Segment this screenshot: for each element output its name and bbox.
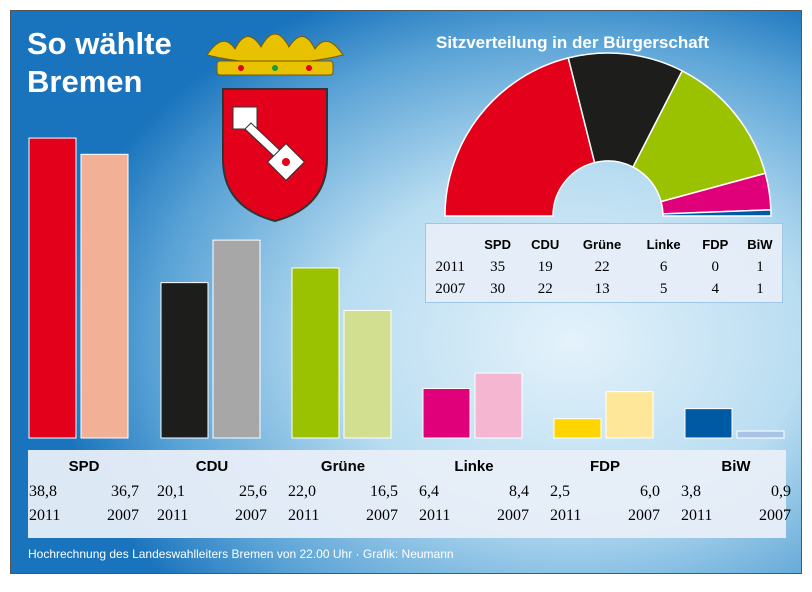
bar-BiW-2007: [736, 430, 785, 439]
bar-Linke-2011: [422, 388, 471, 439]
party-label: FDP: [590, 458, 620, 475]
bar-FDP-2011: [553, 418, 602, 439]
party-label: Grüne: [320, 458, 366, 475]
main-title: So wählte Bremen: [27, 25, 172, 101]
col-header: Grüne: [582, 236, 622, 252]
year-label: 2011: [419, 507, 451, 524]
seat-segment-Grüne: [632, 69, 767, 203]
seat-cell: 0: [711, 258, 720, 275]
year-label: 2007: [497, 507, 529, 524]
seat-cell: 5: [659, 280, 668, 297]
value-row: 2,5 6,0: [550, 480, 660, 504]
value-row: 6,4 8,4: [419, 480, 529, 504]
value-label-2011: 20,1: [157, 483, 185, 500]
year-label: 2011: [29, 507, 61, 524]
year-label: 2007: [235, 507, 267, 524]
seat-segment-CDU: [567, 52, 684, 169]
seat-row-2007: 2007 30 22 13 5 4 1: [426, 278, 782, 300]
infographic: So wählte Bremen Sitzverteilung in der B…: [10, 10, 802, 574]
bar-SPD-2007: [80, 153, 129, 439]
year-label: 2011: [288, 507, 320, 524]
party-group-SPD: SPD 38,8 36,7 2011 2007: [29, 450, 139, 528]
col-header: FDP: [702, 236, 729, 252]
value-label-2007: 8,4: [509, 483, 529, 500]
bar-FDP-2007: [605, 391, 654, 439]
party-group-CDU: CDU 20,1 25,6 2011 2007: [157, 450, 267, 528]
value-row: 22,0 16,5: [288, 480, 398, 504]
value-label-2007: 25,6: [239, 483, 267, 500]
year-row: 2011 2007: [550, 504, 660, 528]
value-row: 20,1 25,6: [157, 480, 267, 504]
bar-Linke-2007: [474, 372, 523, 439]
value-label-2011: 3,8: [681, 483, 701, 500]
value-label-2011: 2,5: [550, 483, 570, 500]
party-group-Grüne: Grüne 22,0 16,5 2011 2007: [288, 450, 398, 528]
value-label-2007: 16,5: [370, 483, 398, 500]
seat-cell: 13: [594, 280, 610, 297]
year-label: 2007: [759, 507, 791, 524]
results-panel: SPD 38,8 36,7 2011 2007 CDU 20,1 25,6 2011 2007 Gr…: [28, 450, 791, 538]
col-header: SPD: [484, 236, 511, 252]
party-label: CDU: [195, 458, 229, 475]
seat-cell: 22: [594, 258, 610, 275]
year-label: 2011: [681, 507, 713, 524]
year-label: 2011: [550, 507, 582, 524]
seat-segment-BiW: [662, 209, 772, 217]
bar-Grüne-2007: [343, 309, 392, 439]
col-header: Linke: [646, 236, 681, 252]
col-header: BiW: [747, 236, 773, 252]
seat-cell: 1: [756, 258, 764, 275]
title-line-1: So wählte: [27, 26, 172, 61]
year-row: 2011 2007: [419, 504, 529, 528]
year-row: 2011 2007: [29, 504, 139, 528]
party-group-FDP: FDP 2,5 6,0 2011 2007: [550, 450, 660, 528]
party-group-Linke: Linke 6,4 8,4 2011 2007: [419, 450, 529, 528]
bar-CDU-2011: [160, 282, 209, 439]
seat-cell: 6: [659, 258, 668, 275]
seat-table-header: SPD CDU Grüne Linke FDP BiW: [426, 232, 782, 256]
party-label: Linke: [454, 458, 494, 475]
year-row: 2011 2007: [157, 504, 267, 528]
value-label-2011: 6,4: [419, 483, 439, 500]
seat-cell: 30: [490, 280, 506, 297]
value-row: 3,8 0,9: [681, 480, 791, 504]
party-group-BiW: BiW 3,8 0,9 2011 2007: [681, 450, 791, 528]
year-row: 2011 2007: [681, 504, 791, 528]
party-label: BiW: [721, 458, 751, 475]
value-row: 38,8 36,7: [29, 480, 139, 504]
col-header: CDU: [531, 236, 560, 252]
row-year: 2007: [435, 280, 466, 297]
value-label-2011: 38,8: [29, 483, 57, 500]
seat-cell: 35: [490, 258, 506, 275]
seat-row-2011: 2011 35 19 22 6 0 1: [426, 256, 782, 278]
title-line-2: Bremen: [27, 64, 143, 99]
seat-segment-SPD: [444, 56, 596, 217]
bar-CDU-2007: [212, 239, 261, 439]
bar-chart: [28, 137, 785, 439]
bremen-coat-of-arms-icon: [206, 33, 344, 223]
value-label-2007: 36,7: [111, 483, 139, 500]
bar-Grüne-2011: [291, 267, 340, 439]
party-label: SPD: [68, 458, 100, 475]
bar-SPD-2011: [28, 137, 77, 439]
seat-cell: 1: [756, 280, 764, 297]
year-label: 2007: [628, 507, 660, 524]
value-label-2007: 6,0: [640, 483, 660, 500]
year-row: 2011 2007: [288, 504, 398, 528]
year-label: 2007: [366, 507, 398, 524]
year-label: 2007: [107, 507, 139, 524]
value-label-2011: 22,0: [288, 483, 316, 500]
value-label-2007: 0,9: [771, 483, 791, 500]
seat-cell: 4: [711, 280, 720, 297]
year-label: 2011: [157, 507, 189, 524]
seat-cell: 19: [537, 258, 553, 275]
seat-hemicycle: [444, 52, 772, 217]
footer-credit: Hochrechnung des Landeswahlleiters Breme…: [28, 547, 454, 561]
seat-table: SPD CDU Grüne Linke FDP BiW 2011 35 19 2…: [425, 223, 783, 303]
seat-cell: 22: [537, 280, 553, 297]
row-year: 2011: [435, 258, 465, 275]
bar-BiW-2011: [684, 408, 733, 439]
seat-chart-title: Sitzverteilung in der Bürgerschaft: [436, 33, 709, 52]
